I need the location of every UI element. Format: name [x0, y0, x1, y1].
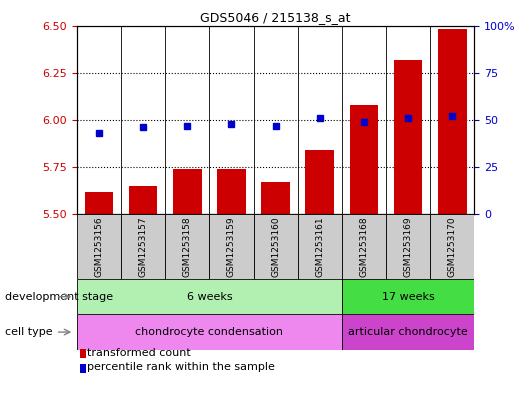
Text: GSM1253168: GSM1253168 [359, 216, 368, 277]
Text: GSM1253159: GSM1253159 [227, 216, 236, 277]
Bar [350, 105, 378, 214]
Text: chondrocyte condensation: chondrocyte condensation [135, 327, 284, 337]
Text: GSM1253161: GSM1253161 [315, 216, 324, 277]
Bar [77, 279, 342, 314]
Text: percentile rank within the sample: percentile rank within the sample [87, 362, 275, 373]
Text: development stage: development stage [5, 292, 113, 302]
Bar [165, 214, 209, 279]
Bar [298, 214, 342, 279]
Bar [438, 29, 466, 214]
Bar [173, 169, 201, 214]
Bar [77, 214, 121, 279]
Bar [253, 214, 298, 279]
Bar [430, 214, 474, 279]
Bar [121, 214, 165, 279]
Bar [386, 214, 430, 279]
Text: GSM1253158: GSM1253158 [183, 216, 192, 277]
Bar [77, 314, 342, 350]
Bar [342, 214, 386, 279]
Bar [209, 214, 253, 279]
Bar [85, 191, 113, 214]
Text: GSM1253156: GSM1253156 [94, 216, 103, 277]
Bar [80, 364, 86, 373]
Bar [394, 59, 422, 214]
Bar [342, 314, 474, 350]
Bar [129, 186, 157, 214]
Bar [217, 169, 246, 214]
Bar [342, 279, 474, 314]
Text: transformed count: transformed count [87, 347, 191, 358]
Text: GSM1253157: GSM1253157 [139, 216, 147, 277]
Title: GDS5046 / 215138_s_at: GDS5046 / 215138_s_at [200, 11, 351, 24]
Text: GSM1253160: GSM1253160 [271, 216, 280, 277]
Text: GSM1253169: GSM1253169 [404, 216, 412, 277]
Text: 6 weeks: 6 weeks [187, 292, 232, 302]
Text: 17 weeks: 17 weeks [382, 292, 435, 302]
Bar [305, 150, 334, 214]
Bar [80, 349, 86, 358]
Text: GSM1253170: GSM1253170 [448, 216, 457, 277]
Text: articular chondrocyte: articular chondrocyte [348, 327, 468, 337]
Text: cell type: cell type [5, 327, 53, 337]
Bar [261, 182, 290, 214]
